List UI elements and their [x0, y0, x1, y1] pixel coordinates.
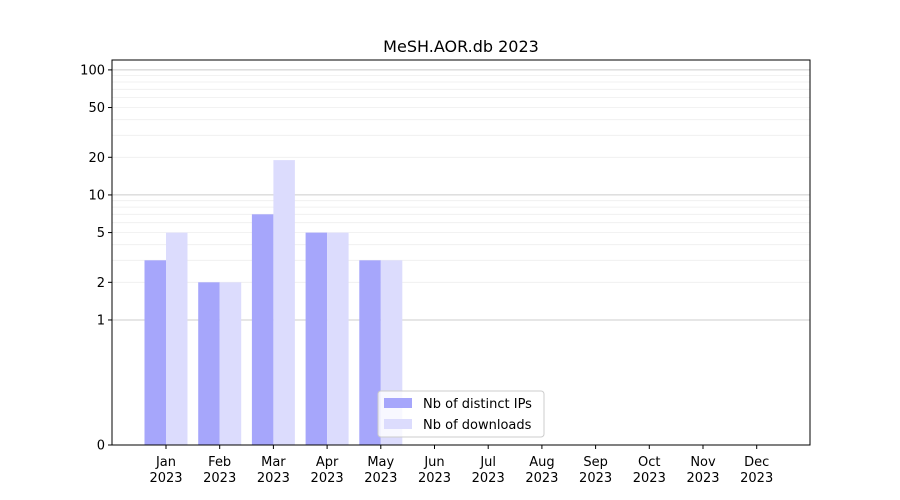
y-tick-label: 0 — [97, 439, 105, 454]
x-tick-label: Sep 2023 — [579, 455, 612, 486]
y-axis: 0 1 2 5 10 20 50 100 — [80, 63, 112, 454]
y-tick-label: 20 — [88, 151, 105, 166]
y-tick-label: 1 — [97, 313, 105, 328]
bars — [144, 160, 403, 445]
bar-nb-of-distinct-ips — [144, 260, 166, 445]
y-tick-label: 50 — [88, 101, 105, 116]
legend-swatch — [384, 419, 412, 429]
x-tick-label: Oct 2023 — [633, 455, 666, 486]
x-tick-label: Jan 2023 — [149, 455, 182, 486]
x-tick-label: Jul 2023 — [472, 455, 505, 486]
plot-area-frame — [111, 59, 811, 446]
x-tick-label: Dec 2023 — [740, 455, 773, 486]
x-tick-label: Feb 2023 — [203, 455, 236, 486]
x-tick-label: Jun 2023 — [418, 455, 451, 486]
y-tick-label: 100 — [80, 63, 105, 78]
y-tick-label: 10 — [88, 188, 105, 203]
legend-box — [377, 390, 545, 438]
grid — [112, 69, 810, 321]
bar-nb-of-downloads — [219, 282, 242, 445]
y-tick-label: 5 — [97, 226, 105, 241]
legend-label: Nb of distinct IPs — [423, 397, 532, 412]
x-tick-label: Aug 2023 — [525, 455, 558, 486]
bar-nb-of-distinct-ips — [198, 282, 220, 445]
legend-swatch — [384, 398, 412, 408]
x-tick-label: Apr 2023 — [311, 455, 344, 486]
y-tick-label: 2 — [97, 276, 105, 291]
x-tick-label: May 2023 — [364, 455, 397, 486]
legend-label: Nb of downloads — [423, 418, 532, 433]
bar-nb-of-distinct-ips — [251, 214, 274, 445]
x-axis: Jan 2023 Feb 2023 Mar 2023 Apr 2023 May 2023 Jun 20… — [149, 445, 773, 486]
x-tick-label: Mar 2023 — [257, 455, 290, 486]
chart-title: MeSH.AOR.db 2023 — [383, 37, 539, 56]
bar-nb-of-distinct-ips — [305, 232, 328, 445]
bar-nb-of-distinct-ips — [359, 260, 381, 445]
bar-nb-of-downloads — [166, 232, 188, 445]
bar-nb-of-downloads — [273, 160, 295, 445]
legend: Nb of distinct IPs Nb of downloads — [377, 390, 545, 438]
bar-nb-of-downloads — [327, 232, 349, 445]
x-tick-label: Nov 2023 — [686, 455, 719, 486]
